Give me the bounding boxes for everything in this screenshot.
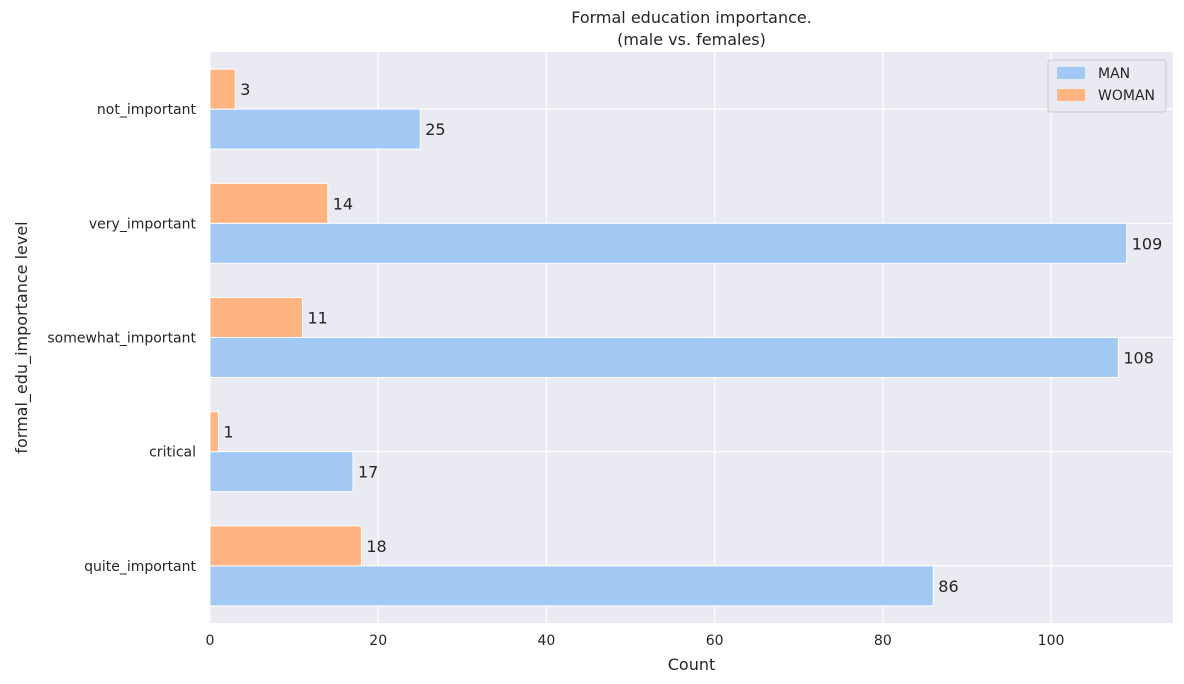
x-tick-label: 80 [874,633,892,649]
x-tick-label: 100 [1038,633,1065,649]
bar-woman-quite_important [209,525,362,567]
x-tick-label: 60 [706,633,724,649]
y-axis-label: formal_edu_importance level [12,221,32,453]
y-tick-label: not_important [97,102,197,118]
bar-man-quite_important [209,565,934,607]
x-tick-label: 0 [206,633,215,649]
chart-title-line2: (male vs. females) [617,30,766,49]
y-tick-label: very_important [89,216,197,232]
data-label-woman-quite_important: 18 [366,537,386,556]
data-label-man-somewhat_important: 108 [1123,348,1154,367]
bar-woman-not_important [209,68,236,110]
data-label-man-very_important: 109 [1132,234,1163,253]
data-label-woman-somewhat_important: 11 [308,309,328,328]
data-label-woman-very_important: 14 [333,194,353,213]
bar-man-very_important [209,222,1128,264]
bar-woman-somewhat_important [209,297,304,338]
y-tick-label: quite_important [84,559,196,575]
x-axis-label: Count [668,655,716,674]
data-label-woman-critical: 1 [223,423,233,442]
x-tick-labels: 0 20 40 60 80 100 [206,633,1065,649]
y-tick-label: somewhat_important [47,331,196,347]
legend-swatch-woman [1057,89,1085,101]
legend: MAN WOMAN [1047,59,1167,113]
bar-man-not_important [209,108,421,150]
y-tick-labels: not_important very_important somewhat_impo… [47,102,196,575]
bars [209,68,1128,607]
data-label-man-quite_important: 86 [938,577,958,596]
legend-swatch-man [1057,67,1085,79]
y-tick-label: critical [149,445,196,461]
bar-woman-very_important [209,182,329,224]
data-labels: 25 3 109 14 108 11 17 1 86 18 [223,80,1162,596]
bar-man-somewhat_important [209,337,1119,378]
data-label-woman-not_important: 3 [240,80,250,99]
legend-label-man: MAN [1098,66,1130,82]
chart-title-line1: Formal education importance. [571,8,812,27]
bar-man-critical [209,451,354,493]
x-tick-label: 20 [369,633,387,649]
x-tick-label: 40 [538,633,556,649]
data-label-man-critical: 17 [358,463,378,482]
legend-label-woman: WOMAN [1098,88,1155,104]
data-label-man-not_important: 25 [425,120,445,139]
bar-woman-critical [209,411,219,453]
